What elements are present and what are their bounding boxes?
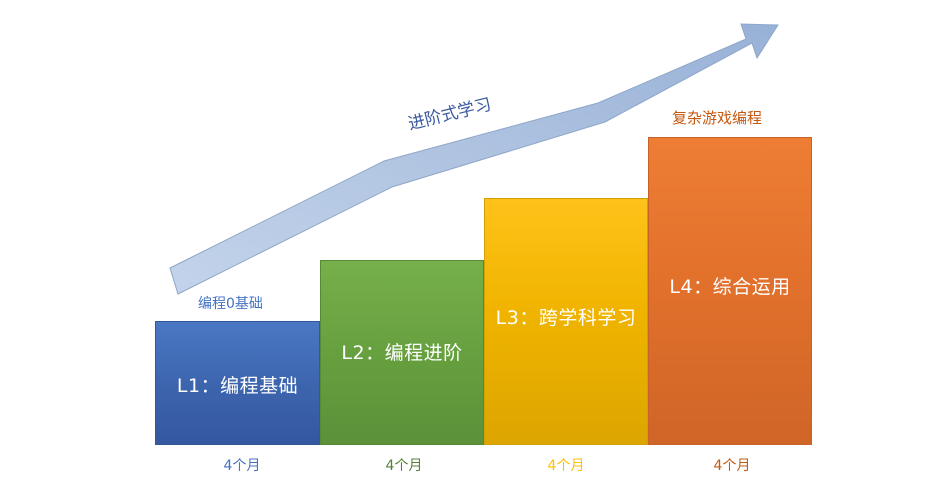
- level-1-step: L1：编程基础: [155, 321, 320, 445]
- level-4-duration: 4个月: [713, 458, 751, 474]
- level-2-duration: 4个月: [385, 458, 423, 474]
- level-1-label: L1：编程基础: [176, 374, 299, 397]
- level-1-duration: 4个月: [223, 458, 261, 474]
- level-2-label: L2：编程进阶: [341, 342, 463, 364]
- level-3-duration: 4个月: [547, 458, 585, 474]
- level-2-step: L2：编程进阶: [320, 260, 484, 445]
- level-1-note: 编程0基础: [198, 296, 263, 312]
- level-4-label: L4：综合运用: [669, 275, 791, 298]
- level-4-step: L4：综合运用: [648, 137, 812, 445]
- level-3-label: L3：跨学科学习: [495, 307, 637, 329]
- level-4-note: 复杂游戏编程: [672, 109, 763, 127]
- level-3-step: L3：跨学科学习: [484, 198, 648, 445]
